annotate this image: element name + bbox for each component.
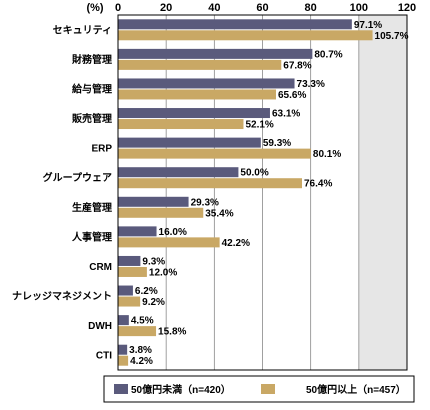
x-tick-label: 120 [398, 2, 416, 14]
bar-series-2 [118, 207, 204, 218]
bar-series-1 [118, 344, 128, 355]
data-label: 29.3% [191, 197, 219, 208]
bar-series-2 [118, 178, 302, 189]
bar-series-1 [118, 167, 239, 178]
bar-series-2 [118, 237, 220, 248]
category-label: 給与管理 [72, 82, 112, 95]
category-label: 財務管理 [71, 53, 112, 66]
bar-series-2 [118, 119, 244, 130]
bar-series-2 [118, 326, 157, 337]
data-label: 97.1% [354, 20, 382, 31]
category-label: ナレッジマネジメント [12, 291, 112, 303]
data-label: 50.0% [240, 168, 268, 179]
data-label: 9.2% [142, 297, 165, 308]
bar-series-1 [118, 137, 261, 148]
category-label: CRM [89, 262, 112, 273]
bar-series-2 [118, 59, 282, 70]
bar-series-1 [118, 78, 295, 89]
legend-swatch-1 [114, 384, 128, 394]
plot-frame [117, 14, 408, 371]
data-label: 63.1% [272, 109, 300, 120]
category-label: CTI [96, 351, 112, 362]
bar-series-1 [118, 196, 189, 207]
category-label: グループウェア [43, 171, 112, 184]
bar-series-1 [118, 48, 313, 59]
data-label: 15.8% [158, 327, 186, 338]
bar-series-1 [118, 19, 352, 30]
data-label: 59.3% [263, 138, 291, 149]
bar-series-2 [118, 148, 311, 159]
over-100-zone [358, 15, 407, 370]
x-tick-label: 80 [305, 2, 317, 14]
legend-label-1: 50億円未満（n=420） [131, 383, 231, 396]
data-label: 73.3% [297, 79, 325, 90]
data-label: 6.2% [135, 286, 158, 297]
bar-series-2 [118, 89, 276, 100]
legend-box [103, 375, 415, 403]
bar-series-2 [118, 266, 147, 277]
bar-series-1 [118, 226, 157, 237]
x-tick-label: 100 [350, 2, 368, 14]
data-label: 67.8% [283, 60, 311, 71]
data-label: 3.8% [129, 345, 152, 356]
data-label: 52.1% [245, 120, 273, 131]
data-label: 65.6% [278, 90, 306, 101]
category-label: セキュリティ [53, 24, 112, 36]
data-label: 4.5% [131, 316, 154, 327]
x-tick-label: 60 [256, 2, 268, 14]
legend-label-2: 50億円以上（n=457） [306, 383, 406, 396]
category-label: ERP [91, 144, 112, 155]
data-label: 9.3% [142, 256, 165, 267]
bar-series-2 [118, 296, 141, 307]
data-label: 80.1% [313, 149, 341, 160]
category-label: 販売管理 [72, 112, 112, 125]
x-tick-label: 20 [160, 2, 172, 14]
data-label: 16.0% [159, 227, 187, 238]
data-label: 76.4% [304, 179, 332, 190]
bar-series-2 [118, 30, 373, 41]
bar-series-1 [118, 285, 133, 296]
unit-label: (%) [86, 2, 103, 14]
data-label: 42.2% [222, 238, 250, 249]
category-label: 生産管理 [72, 201, 112, 214]
x-tick-label: 0 [115, 2, 121, 14]
legend-swatch-2 [261, 384, 275, 394]
data-label: 12.0% [149, 267, 177, 278]
bar-series-1 [118, 315, 129, 326]
data-label: 4.2% [130, 356, 153, 367]
data-label: 35.4% [205, 208, 233, 219]
category-label: 人事管理 [72, 230, 112, 243]
bar-series-2 [118, 355, 129, 366]
x-tick-label: 40 [208, 2, 220, 14]
data-label: 80.7% [314, 49, 342, 60]
bar-series-1 [118, 108, 270, 119]
bar-series-1 [118, 255, 141, 266]
category-label: DWH [88, 321, 112, 332]
data-label: 105.7% [375, 31, 409, 42]
